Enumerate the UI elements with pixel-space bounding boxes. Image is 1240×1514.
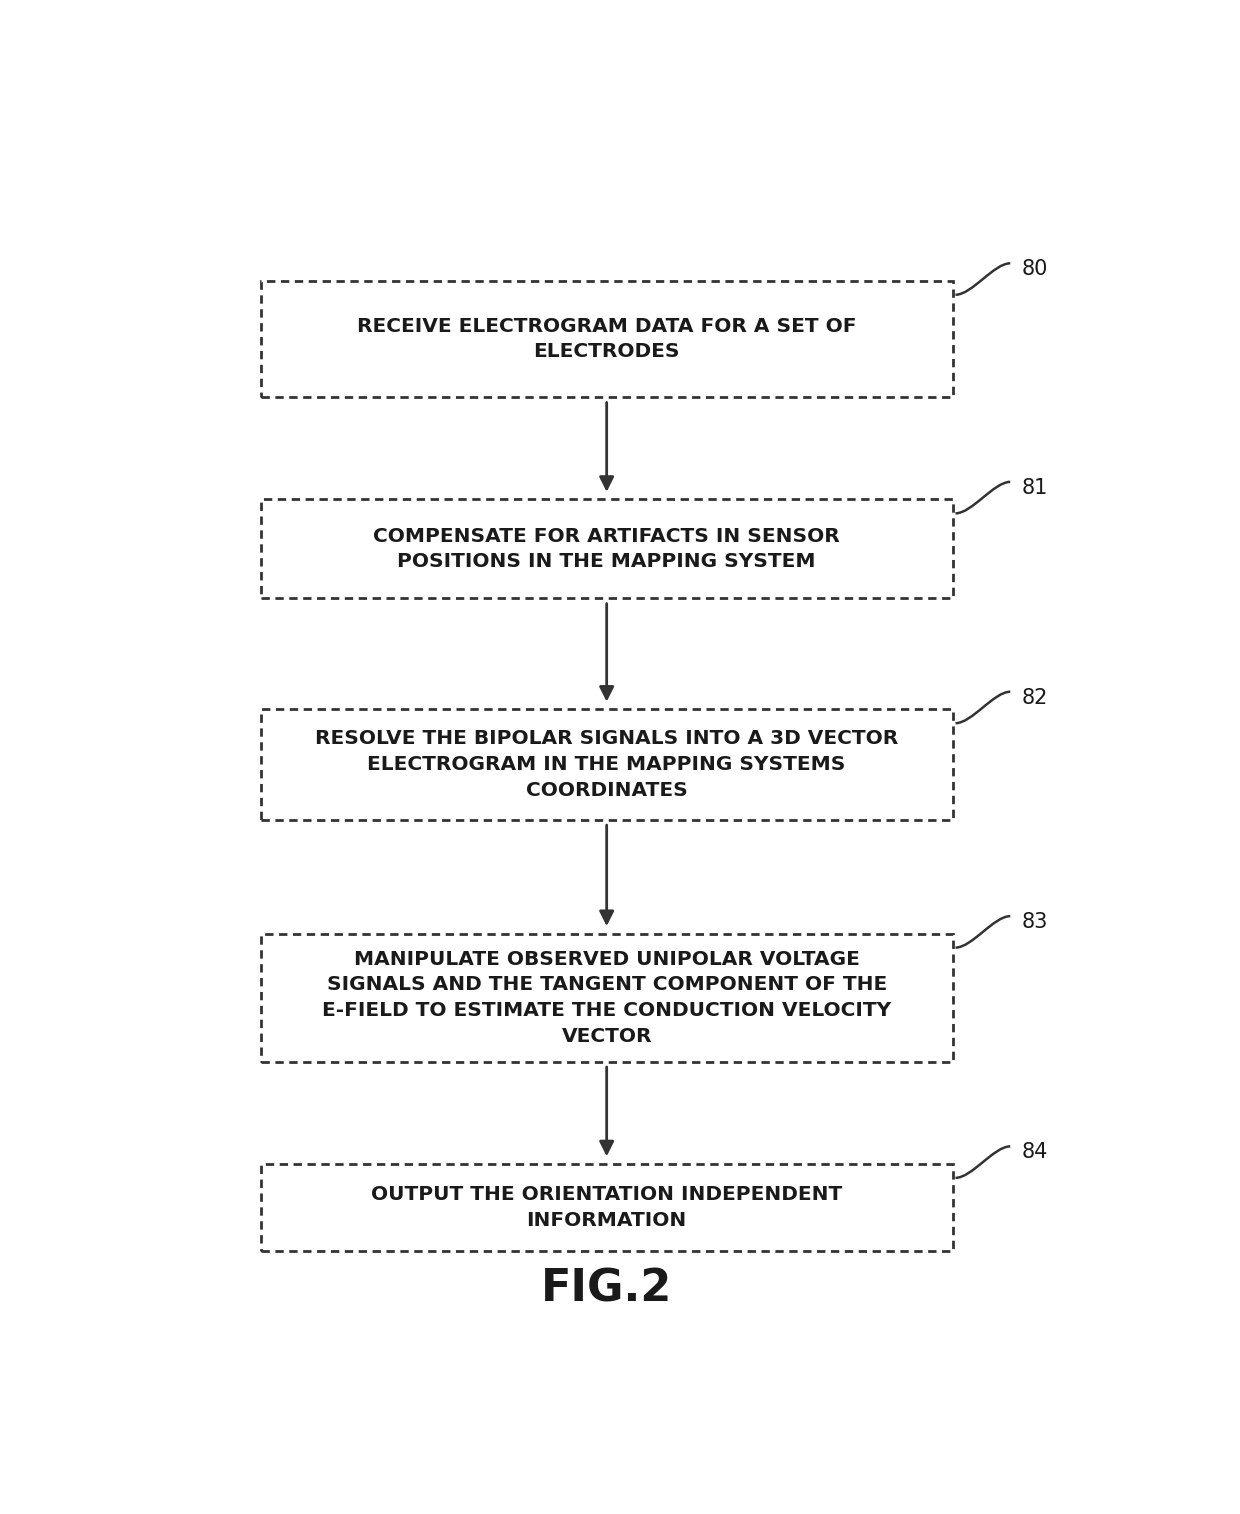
Text: OUTPUT THE ORIENTATION INDEPENDENT
INFORMATION: OUTPUT THE ORIENTATION INDEPENDENT INFOR… [371, 1185, 842, 1229]
Text: MANIPULATE OBSERVED UNIPOLAR VOLTAGE
SIGNALS AND THE TANGENT COMPONENT OF THE
E-: MANIPULATE OBSERVED UNIPOLAR VOLTAGE SIG… [322, 949, 892, 1046]
FancyBboxPatch shape [260, 709, 952, 821]
Text: 82: 82 [1021, 687, 1048, 707]
FancyBboxPatch shape [260, 934, 952, 1061]
Text: RECEIVE ELECTROGRAM DATA FOR A SET OF
ELECTRODES: RECEIVE ELECTROGRAM DATA FOR A SET OF EL… [357, 316, 857, 362]
FancyBboxPatch shape [260, 1164, 952, 1251]
Text: 80: 80 [1021, 259, 1048, 279]
FancyBboxPatch shape [260, 280, 952, 397]
FancyBboxPatch shape [260, 500, 952, 598]
Text: FIG.2: FIG.2 [541, 1267, 672, 1310]
Text: 83: 83 [1021, 911, 1048, 933]
Text: RESOLVE THE BIPOLAR SIGNALS INTO A 3D VECTOR
ELECTROGRAM IN THE MAPPING SYSTEMS
: RESOLVE THE BIPOLAR SIGNALS INTO A 3D VE… [315, 730, 898, 799]
Text: COMPENSATE FOR ARTIFACTS IN SENSOR
POSITIONS IN THE MAPPING SYSTEM: COMPENSATE FOR ARTIFACTS IN SENSOR POSIT… [373, 527, 839, 571]
Text: 84: 84 [1021, 1142, 1048, 1163]
Text: 81: 81 [1021, 478, 1048, 498]
